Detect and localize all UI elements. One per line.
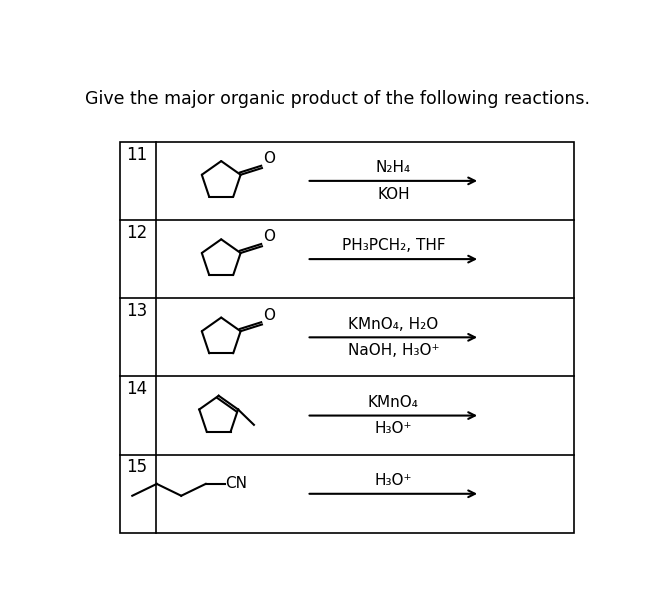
Text: KMnO₄: KMnO₄ <box>368 395 418 410</box>
Text: N₂H₄: N₂H₄ <box>376 160 411 175</box>
Text: 14: 14 <box>126 380 148 398</box>
Text: O: O <box>263 308 276 323</box>
Text: O: O <box>263 151 276 166</box>
Text: 11: 11 <box>126 146 148 163</box>
Text: H₃O⁺: H₃O⁺ <box>374 421 412 436</box>
Text: 12: 12 <box>126 224 148 242</box>
Text: 15: 15 <box>126 458 148 477</box>
Text: NaOH, H₃O⁺: NaOH, H₃O⁺ <box>347 343 439 358</box>
Text: 13: 13 <box>126 302 148 320</box>
Text: KOH: KOH <box>377 187 410 201</box>
Text: H₃O⁺: H₃O⁺ <box>374 473 412 488</box>
Bar <box>120 142 574 533</box>
Text: PH₃PCH₂, THF: PH₃PCH₂, THF <box>342 239 445 253</box>
Text: KMnO₄, H₂O: KMnO₄, H₂O <box>348 316 438 332</box>
Text: O: O <box>263 230 276 244</box>
Text: Give the major organic product of the following reactions.: Give the major organic product of the fo… <box>85 90 590 108</box>
Text: CN: CN <box>225 476 247 491</box>
